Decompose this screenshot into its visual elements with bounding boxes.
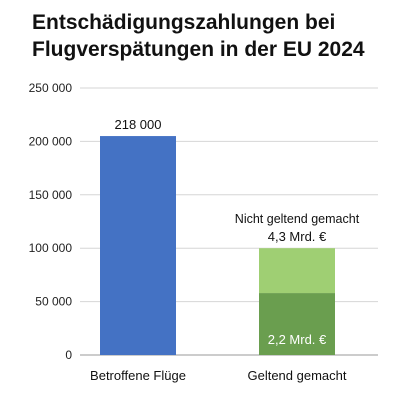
y-tick-label: 100 000 xyxy=(29,241,73,255)
bar-segment xyxy=(259,293,335,355)
y-tick-label: 50 000 xyxy=(35,295,72,309)
y-tick-label: 0 xyxy=(65,348,72,362)
bar-value-label: 4,3 Mrd. € xyxy=(268,229,327,244)
x-category-label: Geltend gemacht xyxy=(247,368,346,383)
bar-inner-label: 2,2 Mrd. € xyxy=(268,332,327,347)
bar-segment xyxy=(259,248,335,294)
bar-value-label: 218 000 xyxy=(115,117,162,132)
y-tick-label: 200 000 xyxy=(29,134,73,148)
bar-segment xyxy=(100,136,176,355)
y-tick-label: 150 000 xyxy=(29,188,73,202)
y-tick-label: 250 000 xyxy=(29,81,73,95)
chart-title: Entschädigungszahlungen bei Flugverspätu… xyxy=(32,11,365,61)
bar-annotation: Nicht geltend gemacht xyxy=(235,212,360,226)
x-category-label: Betroffene Flüge xyxy=(90,368,186,383)
